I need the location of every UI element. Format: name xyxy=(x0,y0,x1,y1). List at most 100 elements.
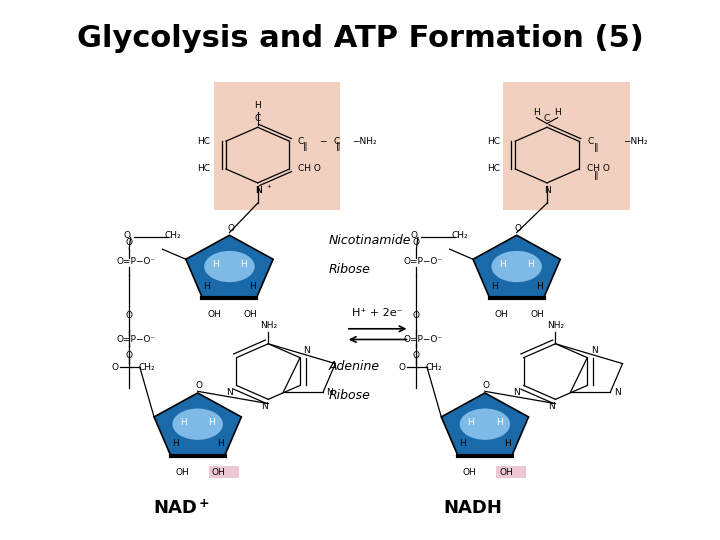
Text: HC: HC xyxy=(487,165,500,173)
Text: N: N xyxy=(261,402,268,411)
Text: OH: OH xyxy=(244,310,258,319)
Text: NADH: NADH xyxy=(444,499,503,517)
Ellipse shape xyxy=(173,409,223,440)
Polygon shape xyxy=(154,393,241,456)
Ellipse shape xyxy=(204,251,255,282)
Text: HC: HC xyxy=(197,165,210,173)
Text: Adenine: Adenine xyxy=(328,360,379,373)
Text: H: H xyxy=(172,439,179,448)
Polygon shape xyxy=(441,393,528,456)
Text: Ribose: Ribose xyxy=(328,389,370,402)
Text: N: N xyxy=(613,388,621,397)
FancyBboxPatch shape xyxy=(214,82,341,210)
Text: C: C xyxy=(255,114,261,123)
FancyBboxPatch shape xyxy=(503,82,629,210)
Text: H: H xyxy=(217,439,224,448)
Text: H: H xyxy=(536,281,543,291)
Text: H: H xyxy=(208,418,215,427)
Text: O: O xyxy=(126,238,132,247)
Text: −NH₂: −NH₂ xyxy=(352,137,377,146)
Text: OH: OH xyxy=(462,468,476,477)
Text: Ribose: Ribose xyxy=(328,264,370,276)
Text: C: C xyxy=(544,114,550,123)
Text: O=P−O⁻: O=P−O⁻ xyxy=(117,258,156,266)
Text: H⁺ + 2e⁻: H⁺ + 2e⁻ xyxy=(352,308,403,318)
Text: H: H xyxy=(554,107,561,117)
Text: +: + xyxy=(199,497,210,510)
Text: H: H xyxy=(240,260,247,269)
Text: H: H xyxy=(204,281,210,291)
Text: O: O xyxy=(124,231,130,240)
FancyBboxPatch shape xyxy=(496,465,526,478)
Polygon shape xyxy=(473,235,560,298)
Text: Nicotinamide: Nicotinamide xyxy=(328,234,410,247)
Text: O: O xyxy=(413,238,420,247)
Text: NH₂: NH₂ xyxy=(547,321,564,330)
Text: CH₂: CH₂ xyxy=(138,363,156,372)
Text: O: O xyxy=(126,351,132,360)
Text: CH₂: CH₂ xyxy=(426,363,442,372)
Text: H: H xyxy=(248,281,256,291)
Text: O: O xyxy=(411,231,418,240)
Text: Glycolysis and ATP Formation (5): Glycolysis and ATP Formation (5) xyxy=(76,24,644,53)
Text: O: O xyxy=(399,363,406,372)
Text: C: C xyxy=(588,137,593,146)
Text: N: N xyxy=(327,388,333,397)
Text: HC: HC xyxy=(487,137,500,146)
Text: O=P−O⁻: O=P−O⁻ xyxy=(117,335,156,344)
Text: H: H xyxy=(533,107,540,117)
Text: OH: OH xyxy=(499,468,513,477)
Text: OH: OH xyxy=(531,310,545,319)
Text: N: N xyxy=(304,346,310,355)
Text: CH₂: CH₂ xyxy=(452,231,469,240)
Text: −NH₂: −NH₂ xyxy=(623,137,647,146)
Text: CH₂: CH₂ xyxy=(165,231,181,240)
Text: O: O xyxy=(112,363,119,372)
Text: ‖: ‖ xyxy=(302,142,307,151)
Text: O: O xyxy=(228,224,234,233)
Text: H: H xyxy=(499,260,506,269)
Text: −: − xyxy=(319,137,327,146)
Text: CH O: CH O xyxy=(588,165,610,173)
Text: +: + xyxy=(267,185,271,190)
Text: NAD: NAD xyxy=(154,499,198,517)
Text: H: H xyxy=(467,418,474,427)
Text: ‖: ‖ xyxy=(594,171,598,180)
Text: H: H xyxy=(212,260,219,269)
Text: O: O xyxy=(413,351,420,360)
Ellipse shape xyxy=(492,251,542,282)
Text: C: C xyxy=(298,137,304,146)
Text: O=P−O⁻: O=P−O⁻ xyxy=(404,258,443,266)
Ellipse shape xyxy=(459,409,510,440)
Text: H: H xyxy=(495,418,503,427)
Text: H: H xyxy=(528,260,534,269)
Text: ‖: ‖ xyxy=(594,143,598,152)
Text: OH: OH xyxy=(212,468,226,477)
Text: N: N xyxy=(591,346,598,355)
Text: O: O xyxy=(483,381,490,390)
Text: N: N xyxy=(255,186,262,194)
Text: OH: OH xyxy=(175,468,189,477)
Text: H: H xyxy=(254,101,261,110)
Text: N: N xyxy=(549,402,555,411)
Text: H: H xyxy=(180,418,187,427)
Text: OH: OH xyxy=(207,310,221,319)
Text: O: O xyxy=(515,224,521,233)
Text: ‖: ‖ xyxy=(336,142,341,151)
Text: N: N xyxy=(226,388,233,397)
Text: H: H xyxy=(491,281,498,291)
Text: O: O xyxy=(413,311,420,320)
Text: O: O xyxy=(196,381,202,390)
Text: CH O: CH O xyxy=(298,165,321,173)
Text: H: H xyxy=(459,439,466,448)
FancyBboxPatch shape xyxy=(209,465,238,478)
Text: N: N xyxy=(544,186,550,194)
Text: NH₂: NH₂ xyxy=(260,321,276,330)
Text: OH: OH xyxy=(494,310,508,319)
Text: O=P−O⁻: O=P−O⁻ xyxy=(404,335,443,344)
Polygon shape xyxy=(186,235,273,298)
Text: N: N xyxy=(255,186,262,194)
Text: O: O xyxy=(126,311,132,320)
Text: HC: HC xyxy=(197,137,210,146)
Text: C: C xyxy=(333,137,339,146)
